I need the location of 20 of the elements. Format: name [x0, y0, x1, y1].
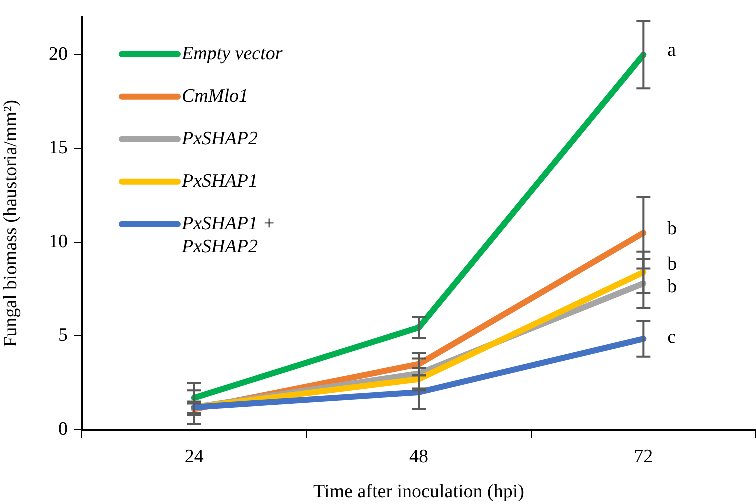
annotation: b [668, 276, 678, 298]
annotation: b [668, 254, 678, 275]
y-tick-label: 0 [58, 418, 68, 440]
legend-label: PxSHAP1 + PxSHAP2 [181, 213, 276, 258]
y-tick-label: 20 [49, 44, 68, 65]
y-tick-label: 15 [49, 138, 68, 159]
y-axis-title: Fungal biomass (haustoria/mm²) [0, 100, 22, 348]
legend-label: PxSHAP1 [181, 170, 258, 192]
y-tick-label: 10 [49, 231, 68, 252]
annotation: c [668, 327, 676, 348]
x-axis-title: Time after inoculation (hpi) [314, 482, 524, 503]
legend-label: Empty vector [181, 43, 284, 64]
y-tick-label: 5 [58, 325, 68, 346]
legend-label: CmMlo1 [182, 86, 248, 107]
x-tick-label: 48 [410, 446, 428, 468]
legend-label: PxSHAP2 [181, 128, 258, 150]
annotation: b [668, 218, 678, 240]
annotation: a [668, 40, 677, 62]
x-tick-label: 72 [634, 446, 654, 468]
x-tick-label: 24 [184, 446, 204, 468]
